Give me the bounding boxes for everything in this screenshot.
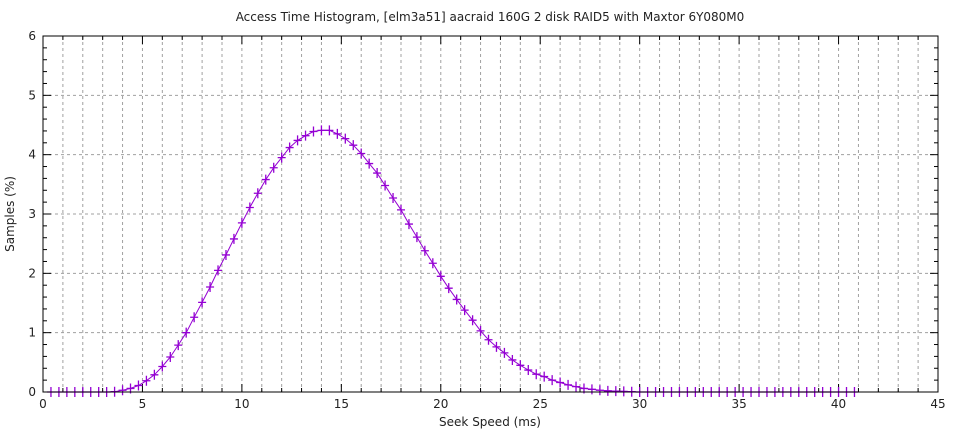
data-point	[229, 233, 238, 244]
data-point	[460, 305, 469, 316]
data-point	[118, 385, 127, 396]
data-point	[245, 202, 254, 213]
x-tick-label: 25	[533, 397, 548, 411]
data-point	[293, 135, 302, 146]
series	[46, 125, 859, 397]
data-point	[397, 204, 405, 215]
data-point	[277, 152, 286, 163]
data-point	[436, 271, 445, 282]
data-point	[261, 174, 270, 185]
data-point	[556, 377, 565, 388]
x-tick-label: 20	[433, 397, 448, 411]
data-point	[325, 125, 334, 136]
data-point	[444, 283, 453, 294]
data-point	[619, 386, 628, 397]
data-point	[404, 219, 413, 230]
data-point	[182, 327, 191, 338]
plot-border	[42, 35, 939, 393]
data-point	[412, 232, 421, 243]
x-tick-label: 10	[234, 397, 249, 411]
x-tick-label: 40	[831, 397, 846, 411]
grid	[43, 36, 938, 392]
data-point	[365, 158, 374, 169]
data-point	[309, 126, 318, 137]
data-point	[142, 375, 151, 386]
data-point	[237, 217, 246, 228]
data-point	[516, 360, 525, 371]
data-point	[611, 386, 620, 397]
y-axis-label: Samples (%)	[3, 176, 17, 252]
x-tick-label: 45	[930, 397, 945, 411]
data-point	[564, 379, 573, 390]
x-tick-label: 5	[139, 397, 147, 411]
x-axis-label: Seek Speed (ms)	[439, 415, 541, 429]
y-tick-label: 6	[28, 29, 36, 43]
y-tick-label: 5	[28, 88, 36, 102]
data-point	[206, 281, 215, 292]
data-point	[548, 375, 557, 386]
data-point	[214, 265, 223, 276]
x-tick-label: 35	[731, 397, 746, 411]
data-point	[603, 385, 612, 396]
data-point	[198, 297, 207, 308]
chart-title: Access Time Histogram, [elm3a51] aacraid…	[236, 10, 745, 24]
data-point	[492, 341, 501, 352]
y-tick-label: 2	[28, 266, 36, 280]
data-point	[484, 334, 493, 345]
data-point	[532, 369, 541, 380]
data-point	[389, 192, 398, 203]
data-point	[524, 365, 533, 376]
data-point	[301, 130, 310, 141]
data-point	[158, 361, 167, 372]
y-tick-label: 3	[28, 207, 36, 221]
data-point	[420, 245, 429, 256]
x-tick-label: 15	[334, 397, 349, 411]
data-point	[476, 325, 485, 336]
data-point	[134, 380, 143, 391]
data-point	[381, 180, 390, 191]
x-tick-label: 30	[632, 397, 647, 411]
data-point	[373, 168, 382, 179]
data-point	[349, 140, 358, 151]
data-point	[540, 371, 549, 382]
data-point	[269, 162, 278, 173]
y-tick-label: 4	[28, 148, 36, 162]
data-point	[317, 125, 326, 136]
data-point	[333, 128, 342, 139]
data-point	[190, 312, 199, 323]
data-point	[452, 294, 461, 305]
data-point	[285, 142, 294, 153]
data-point	[341, 133, 350, 144]
y-tick-label: 0	[28, 385, 36, 399]
x-tick-label: 0	[39, 397, 47, 411]
data-point	[357, 148, 366, 159]
data-point	[508, 354, 517, 365]
data-point	[166, 351, 175, 362]
y-tick-label: 1	[28, 326, 36, 340]
data-point	[428, 258, 437, 269]
data-point	[150, 369, 159, 380]
series-line	[51, 129, 855, 393]
data-point	[253, 188, 262, 199]
data-point	[174, 340, 183, 351]
data-point	[595, 385, 604, 396]
data-point	[500, 347, 509, 358]
data-point	[572, 381, 581, 392]
data-point	[468, 315, 477, 326]
data-point	[587, 384, 596, 395]
data-point	[221, 249, 230, 260]
